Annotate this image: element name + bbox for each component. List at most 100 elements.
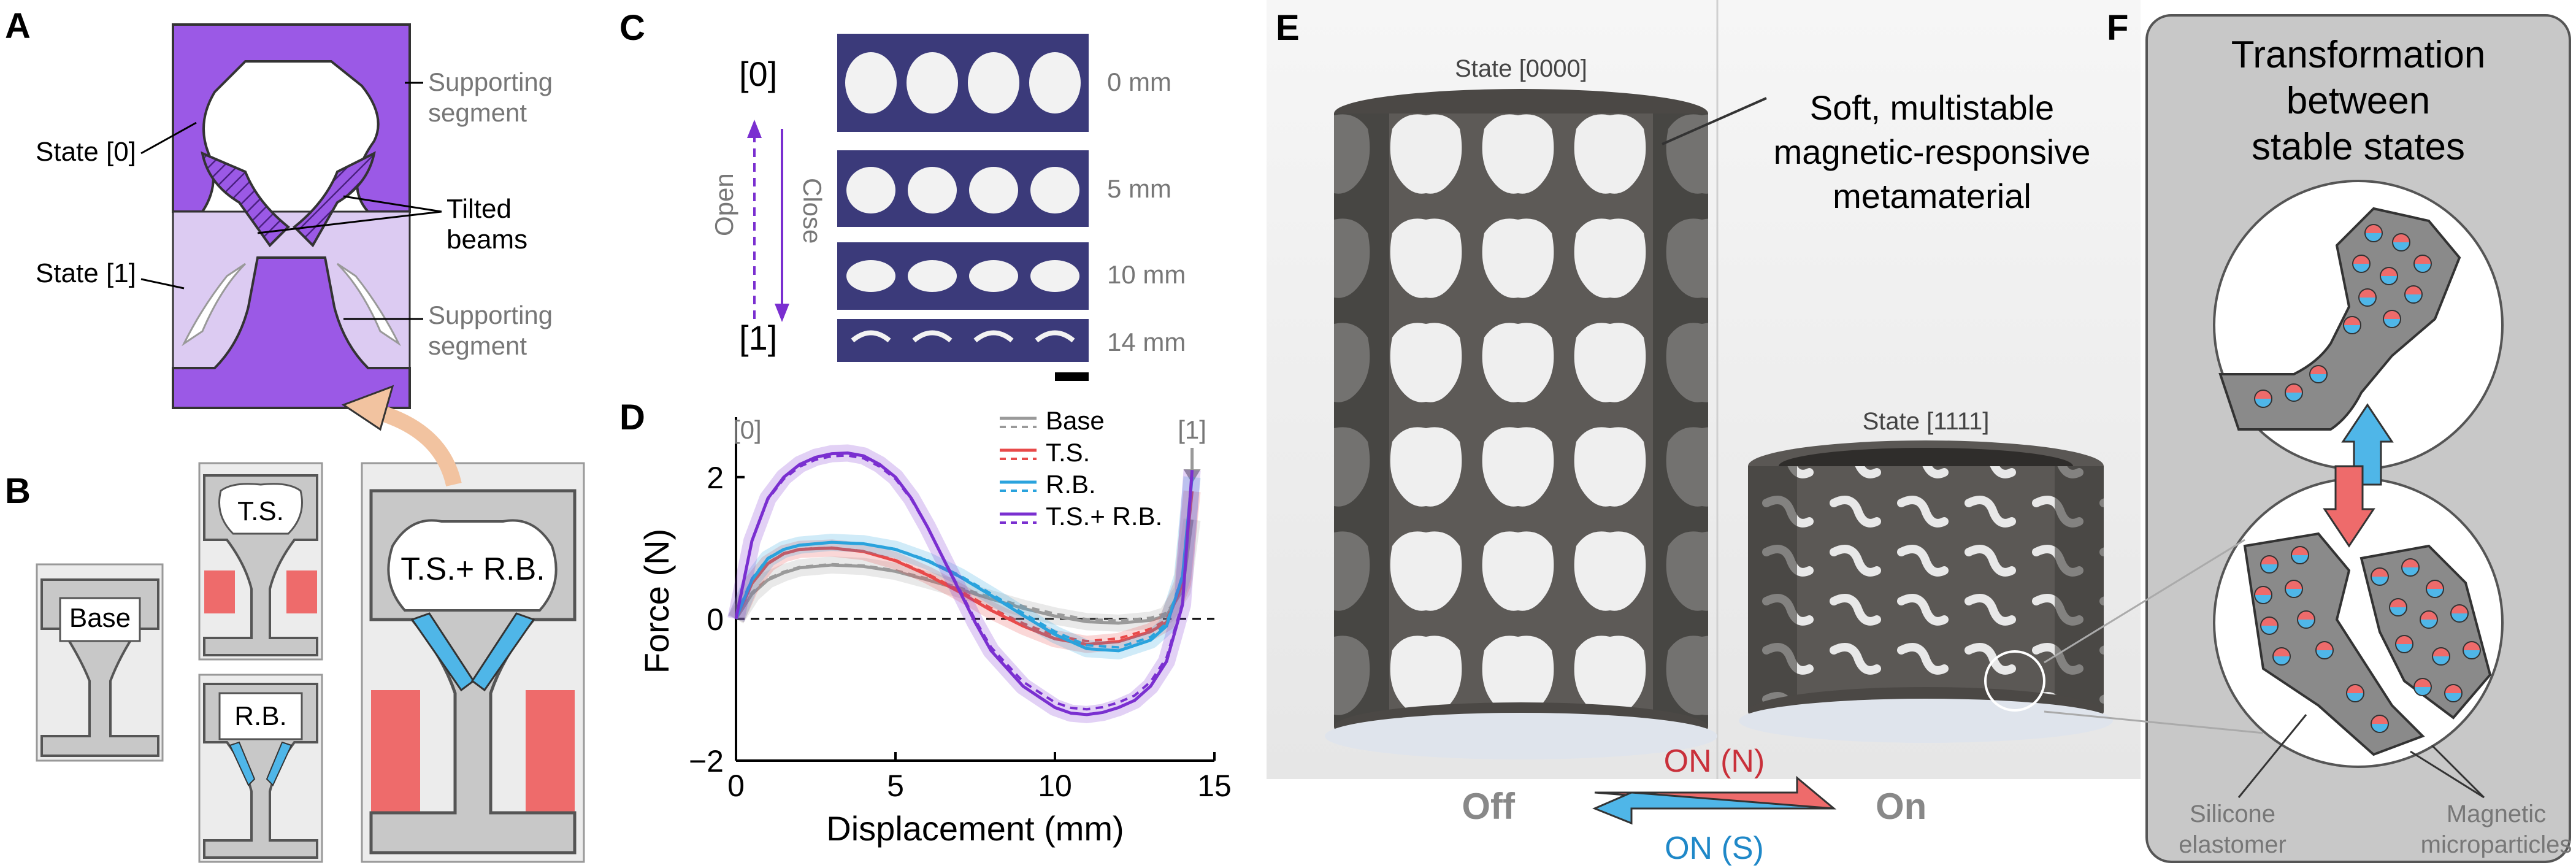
disp-0: 0 mm bbox=[1107, 67, 1171, 96]
particle bbox=[2389, 598, 2407, 616]
particle bbox=[2309, 365, 2328, 383]
f-title-line1: Transformation bbox=[2231, 34, 2486, 76]
disp-10: 10 mm bbox=[1107, 260, 1186, 289]
rb-label: R.B. bbox=[234, 701, 287, 731]
base-label: Base bbox=[69, 603, 131, 633]
panel-c: C [0] [1] Open Close bbox=[619, 8, 1186, 381]
panel-label-d: D bbox=[619, 398, 645, 437]
disp-5: 5 mm bbox=[1107, 174, 1171, 203]
legend-label-3: T.S.+ R.B. bbox=[1046, 502, 1162, 531]
x-axis-label: Displacement (mm) bbox=[826, 809, 1124, 848]
magnetic-line1: Magnetic bbox=[2447, 801, 2546, 828]
series-dash-3 bbox=[735, 454, 1194, 711]
particle bbox=[2343, 316, 2361, 334]
f-title-line2: between bbox=[2287, 80, 2430, 122]
particle bbox=[2420, 610, 2438, 629]
series-line-2 bbox=[734, 477, 1194, 653]
particle bbox=[2358, 288, 2377, 307]
particle bbox=[2401, 558, 2420, 577]
legend-label-2: R.B. bbox=[1046, 470, 1096, 499]
particle bbox=[2392, 233, 2410, 252]
particle bbox=[2260, 616, 2279, 635]
callout-line1: Soft, multistable bbox=[1810, 88, 2054, 127]
top-supporting-segment bbox=[172, 23, 411, 213]
particle bbox=[2260, 555, 2279, 574]
panel-label-a: A bbox=[5, 6, 31, 46]
particle bbox=[2272, 647, 2291, 666]
open-label: Open bbox=[710, 173, 738, 236]
x-tick-label: 10 bbox=[1038, 769, 1072, 803]
tilted-line1: Tilted bbox=[447, 194, 512, 224]
panel-e: E State [0000] State [1111] Soft, multis… bbox=[1267, 0, 2141, 866]
panel-label-b: B bbox=[5, 471, 31, 511]
cell-tsrb: T.S.+ R.B. bbox=[361, 462, 585, 863]
y-axis-label: Force (N) bbox=[637, 529, 676, 674]
legend-label-1: T.S. bbox=[1046, 438, 1090, 467]
on-n-label: ON (N) bbox=[1664, 743, 1765, 779]
particle bbox=[2346, 684, 2364, 702]
state-1111-label: State [1111] bbox=[1863, 408, 1990, 435]
particle bbox=[2254, 586, 2272, 604]
off-label: Off bbox=[1462, 786, 1516, 827]
particle bbox=[2432, 647, 2450, 666]
panel-b: B Base T.S. R.B. bbox=[5, 385, 585, 863]
x-tick-label: 0 bbox=[727, 769, 745, 803]
panel-a: A State [0] State [1] Supporting segment… bbox=[5, 6, 553, 409]
particle bbox=[2371, 715, 2389, 733]
strip-14mm bbox=[837, 319, 1089, 362]
x-tick-label: 5 bbox=[887, 769, 904, 803]
ts-label: T.S. bbox=[237, 496, 284, 526]
supporting-bottom-line1: Supporting bbox=[428, 301, 553, 329]
strip-5mm bbox=[837, 150, 1089, 227]
y-tick-label: 0 bbox=[707, 602, 724, 637]
particle bbox=[2364, 224, 2383, 242]
particle bbox=[2444, 684, 2463, 702]
on-s-label: ON (S) bbox=[1665, 831, 1764, 866]
annotation-state0: [0] bbox=[733, 415, 762, 444]
curved-arrow bbox=[372, 403, 462, 487]
f-title-line3: stable states bbox=[2252, 126, 2465, 168]
particle bbox=[2371, 567, 2389, 586]
close-label: Close bbox=[798, 178, 827, 244]
arrow-blue-up bbox=[2341, 403, 2394, 486]
panel-f: F Transformation between stable states S… bbox=[2044, 8, 2572, 863]
series-dash-2 bbox=[735, 478, 1194, 649]
cell-base: Base bbox=[36, 563, 164, 762]
series-band-3 bbox=[727, 444, 1201, 723]
state0-label: State [0] bbox=[36, 137, 136, 167]
particle bbox=[2297, 610, 2315, 629]
cell-rb: R.B. bbox=[198, 674, 323, 863]
state0-bracket: [0] bbox=[739, 55, 777, 93]
scale-bar bbox=[1055, 372, 1089, 381]
callout-line2: magnetic-responsive bbox=[1774, 133, 2091, 171]
strip-0mm bbox=[837, 34, 1089, 132]
arrow-on-s bbox=[1592, 791, 1834, 825]
on-label: On bbox=[1876, 786, 1926, 827]
particle bbox=[2450, 604, 2469, 623]
tilted-line2: beams bbox=[447, 225, 527, 255]
particle bbox=[2285, 383, 2303, 402]
panel-label-f: F bbox=[2107, 8, 2128, 48]
state-0000-label: State [0000] bbox=[1455, 55, 1587, 82]
y-tick-label: 2 bbox=[707, 461, 724, 495]
supporting-top-line2: segment bbox=[428, 98, 527, 127]
particle bbox=[2404, 285, 2423, 304]
strip-10mm bbox=[837, 242, 1089, 310]
particle bbox=[2291, 546, 2309, 564]
tsrb-label: T.S.+ R.B. bbox=[401, 551, 545, 587]
panel-label-c: C bbox=[619, 8, 645, 48]
short-cylinder bbox=[1739, 440, 2113, 743]
series-dash-1 bbox=[735, 492, 1194, 643]
left-tilted-beam bbox=[201, 151, 290, 248]
ghost-beam-left bbox=[182, 263, 247, 347]
particle bbox=[2380, 267, 2398, 285]
particle bbox=[2413, 255, 2432, 273]
disp-14: 14 mm bbox=[1107, 328, 1186, 356]
silicone-line1: Silicone bbox=[2190, 801, 2275, 828]
right-tilted-beam bbox=[293, 151, 376, 248]
series-line-3 bbox=[734, 451, 1194, 716]
tall-cylinder bbox=[1325, 89, 1717, 759]
